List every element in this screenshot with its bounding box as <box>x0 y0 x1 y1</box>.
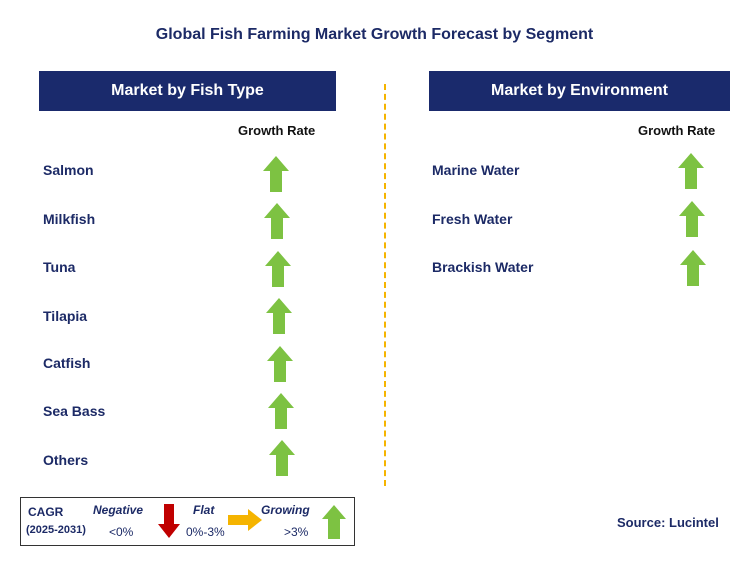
legend-growing-label: Growing <box>261 503 310 517</box>
fish-type-label-others: Others <box>43 452 89 468</box>
fish-type-header: Market by Fish Type <box>39 71 336 111</box>
legend-flat-label: Flat <box>193 503 215 517</box>
fish-type-label-tuna: Tuna <box>43 259 76 275</box>
growing-arrow-icon <box>322 505 346 539</box>
environment-label-brackish-water: Brackish Water <box>432 259 534 275</box>
negative-arrow-icon <box>158 504 180 538</box>
panel-divider <box>384 84 386 486</box>
legend-negative-range: <0% <box>109 525 134 539</box>
tilapia-growing-arrow-icon <box>266 298 292 334</box>
environment-header: Market by Environment <box>429 71 730 111</box>
legend-growing-range: >3% <box>284 525 309 539</box>
page-title: Global Fish Farming Market Growth Foreca… <box>155 26 594 43</box>
catfish-growing-arrow-icon <box>267 346 293 382</box>
milkfish-growing-arrow-icon <box>264 203 290 239</box>
legend-period: (2025-2031) <box>26 524 86 536</box>
brackish-water-growing-arrow-icon <box>680 250 706 286</box>
legend-flat-range: 0%-3% <box>186 525 225 539</box>
salmon-growing-arrow-icon <box>263 156 289 192</box>
legend-negative-label: Negative <box>93 503 144 517</box>
fish-type-label-salmon: Salmon <box>43 162 94 178</box>
fresh-water-growing-arrow-icon <box>679 201 705 237</box>
others-growing-arrow-icon <box>269 440 295 476</box>
legend-cagr-label: CAGR <box>28 505 64 519</box>
environment-growth-rate-label: Growth Rate <box>638 123 716 138</box>
tuna-growing-arrow-icon <box>265 251 291 287</box>
fish-type-growth-rate-label: Growth Rate <box>238 123 316 138</box>
sea-bass-growing-arrow-icon <box>268 393 294 429</box>
environment-label-fresh-water: Fresh Water <box>432 211 513 227</box>
source-label: Source: Lucintel <box>617 515 719 530</box>
fish-type-label-sea-bass: Sea Bass <box>43 403 106 419</box>
fish-type-label-milkfish: Milkfish <box>43 211 96 227</box>
fish-type-label-catfish: Catfish <box>43 355 91 371</box>
flat-arrow-icon <box>228 509 262 531</box>
environment-label-marine-water: Marine Water <box>432 162 520 178</box>
legend-box: CAGR (2025-2031) Negative <0% Flat 0%-3%… <box>20 497 355 546</box>
fish-type-label-tilapia: Tilapia <box>43 308 88 324</box>
marine-water-growing-arrow-icon <box>678 153 704 189</box>
